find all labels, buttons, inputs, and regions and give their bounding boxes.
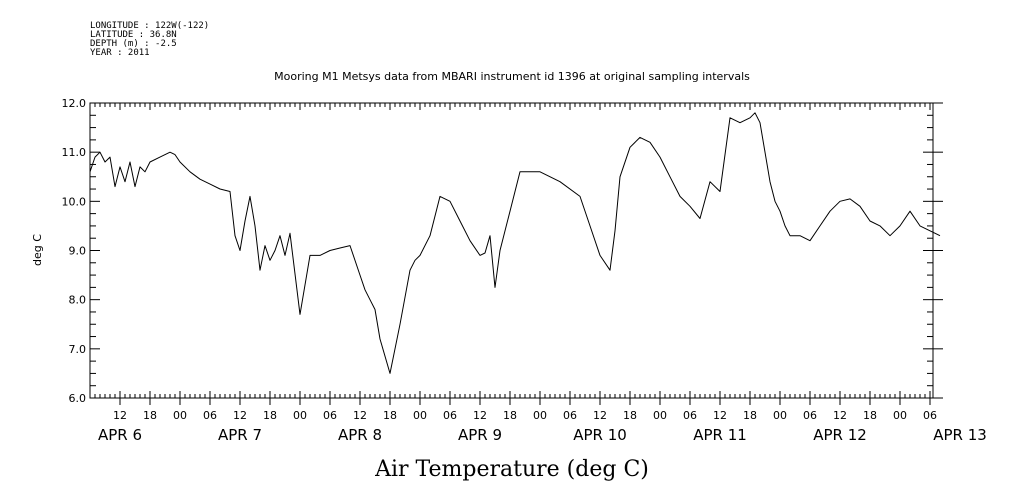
x-hour-label: 06	[323, 409, 337, 422]
x-hour-label: 06	[803, 409, 817, 422]
x-date-label: APR 8	[338, 426, 382, 444]
x-hour-label: 06	[923, 409, 937, 422]
x-hour-label: 18	[623, 409, 637, 422]
x-axis-title: Air Temperature (deg C)	[374, 457, 649, 482]
x-axis: 12 18 00 06 12 18 00 06 12 18 00 06 12 18 00 06 12 18 00 06…	[89, 103, 987, 444]
plot-frame	[89, 102, 934, 399]
x-hour-label: 00	[773, 409, 787, 422]
x-date-label: APR 10	[573, 426, 627, 444]
x-hour-label: 18	[263, 409, 277, 422]
metadata-block: LONGITUDE : 122W(-122) LATITUDE : 36.8N …	[90, 22, 209, 58]
meta-latitude: LATITUDE : 36.8N	[90, 30, 177, 40]
y-tick-label: 10.0	[62, 195, 87, 208]
x-hour-label: 18	[743, 409, 757, 422]
meta-longitude: LONGITUDE : 122W(-122)	[90, 21, 210, 31]
series-line	[89, 112, 941, 374]
x-hour-label: 00	[533, 409, 547, 422]
x-hour-label: 00	[893, 409, 907, 422]
x-date-label: APR 12	[813, 426, 867, 444]
meta-depth: DEPTH (m) : -2.5	[90, 39, 177, 49]
x-date-label: APR 13	[933, 426, 987, 444]
y-axis: 6.0 7.0 8.0 9.0 10.0 11.0 12.0	[62, 97, 943, 405]
x-hour-label: 12	[713, 409, 727, 422]
x-hour-label: 18	[143, 409, 157, 422]
x-date-label: APR 11	[693, 426, 747, 444]
x-date-label: APR 9	[458, 426, 502, 444]
x-hour-label: 12	[593, 409, 607, 422]
x-hour-label: 12	[233, 409, 247, 422]
x-hour-label: 18	[863, 409, 877, 422]
x-date-label: APR 6	[98, 426, 142, 444]
x-hour-label: 12	[833, 409, 847, 422]
x-hour-label: 00	[293, 409, 307, 422]
y-tick-label: 8.0	[69, 294, 87, 307]
x-hour-label: 00	[173, 409, 187, 422]
x-hour-label: 00	[653, 409, 667, 422]
x-hour-label: 06	[443, 409, 457, 422]
x-hour-label: 12	[113, 409, 127, 422]
chart-title: Mooring M1 Metsys data from MBARI instru…	[274, 70, 750, 83]
x-hour-label: 06	[563, 409, 577, 422]
y-tick-label: 9.0	[69, 245, 87, 258]
meta-year: YEAR : 2011	[90, 48, 150, 58]
x-hour-label: 06	[683, 409, 697, 422]
y-tick-label: 6.0	[69, 392, 87, 405]
x-hour-label: 12	[473, 409, 487, 422]
x-hour-label: 18	[503, 409, 517, 422]
x-hour-label: 12	[353, 409, 367, 422]
series-group	[89, 112, 941, 374]
plot-border	[89, 102, 934, 399]
x-hour-label: 00	[413, 409, 427, 422]
x-hour-label: 18	[383, 409, 397, 422]
x-hour-label: 06	[203, 409, 217, 422]
y-axis-label: deg C	[31, 234, 44, 266]
x-date-label: APR 7	[218, 426, 262, 444]
y-tick-label: 12.0	[62, 97, 87, 110]
y-tick-label: 7.0	[69, 343, 87, 356]
y-tick-label: 11.0	[62, 146, 87, 159]
